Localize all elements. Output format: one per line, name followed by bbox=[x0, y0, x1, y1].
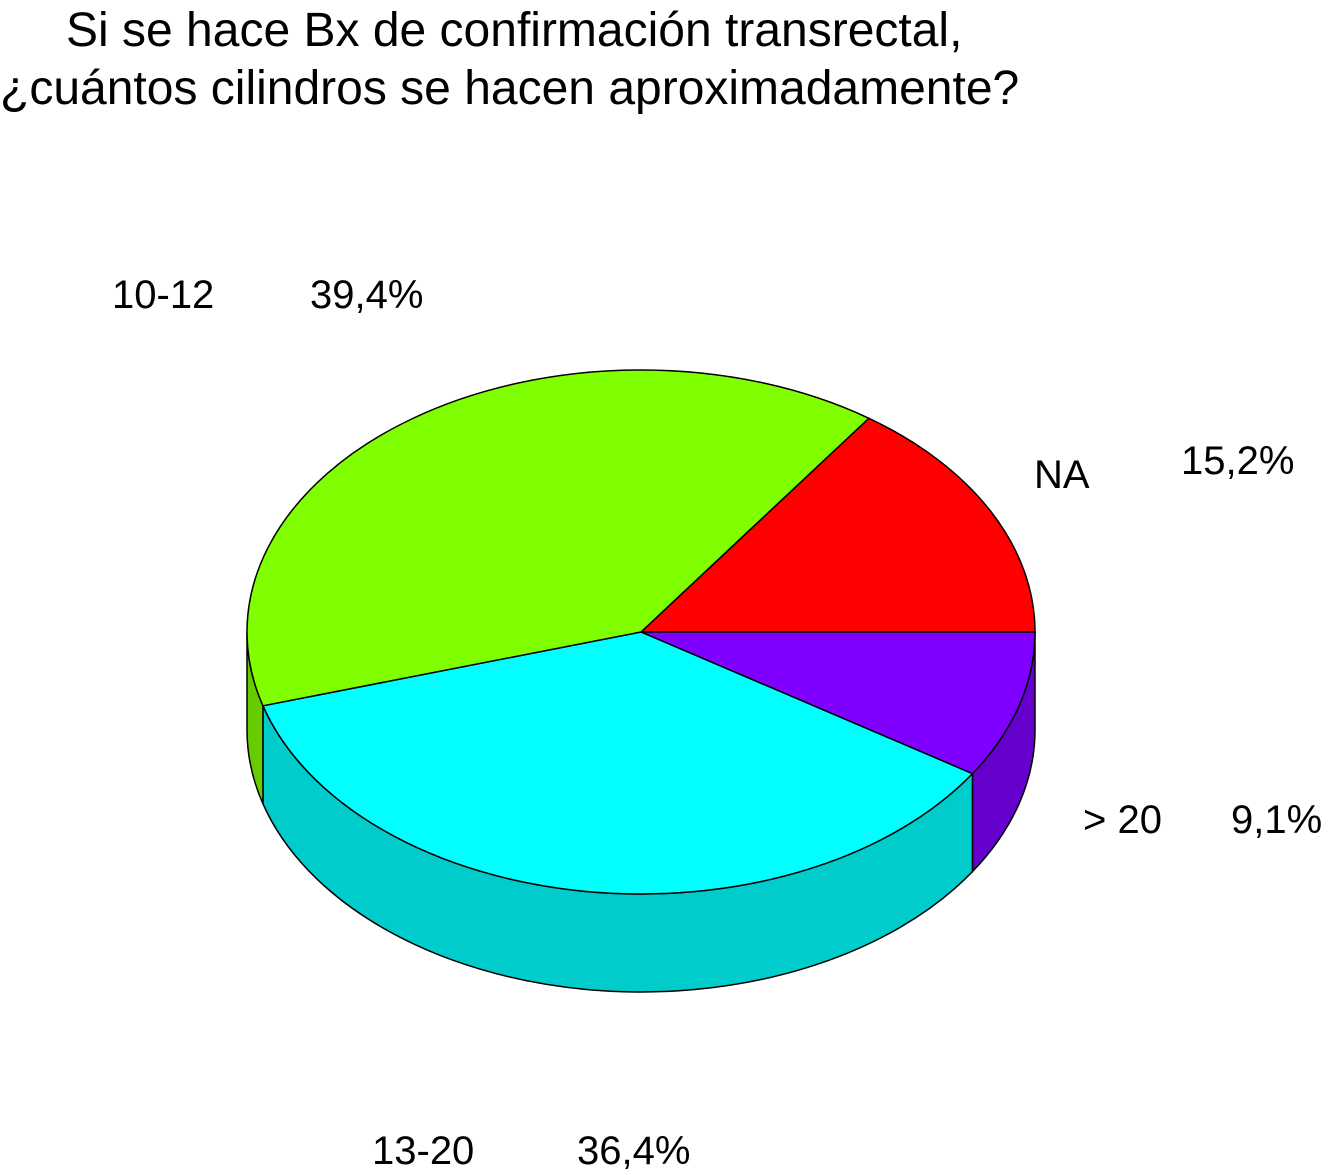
slice-label-10-12: 10-12 bbox=[112, 273, 215, 317]
slice-value-13-20: 36,4% bbox=[577, 1129, 691, 1173]
chart-title-line-1: Si se hace Bx de confirmación transrecta… bbox=[66, 4, 963, 57]
slice-value-10-12: 39,4% bbox=[310, 273, 424, 317]
pie-slice-0 bbox=[639, 417, 1036, 633]
chart-title-line-2: ¿cuántos cilindros se hacen aproximadame… bbox=[0, 62, 1020, 115]
slice-label-13-20: 13-20 bbox=[372, 1129, 475, 1173]
slice-value-gt20: 9,1% bbox=[1231, 798, 1323, 842]
chart-title: Si se hace Bx de confirmación transrecta… bbox=[0, 2, 1337, 118]
slice-value-na: 15,2% bbox=[1181, 439, 1295, 483]
pie-slice-3 bbox=[246, 369, 871, 707]
slice-label-gt20: > 20 bbox=[1083, 798, 1162, 842]
slice-label-na: NA bbox=[1034, 453, 1090, 497]
pie-slice-2 bbox=[261, 631, 974, 895]
pie-slice-1 bbox=[640, 631, 1036, 775]
